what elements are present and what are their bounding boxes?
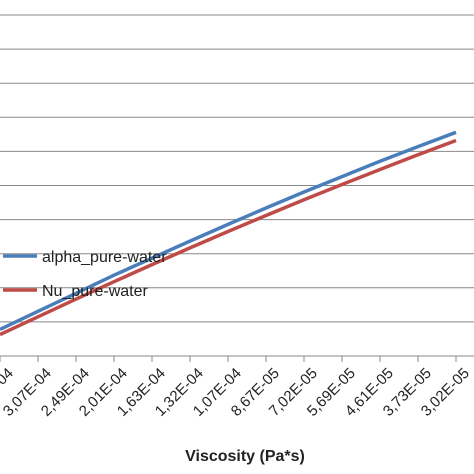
series-line-nu [0, 138, 457, 337]
legend-label-alpha: alpha_pure-water [42, 249, 167, 266]
series-lines [0, 130, 457, 337]
legend-label-nu: Nu_pure-water [42, 283, 149, 300]
x-axis: 3,79E-043,07E-042,49E-042,01E-041,63E-04… [0, 356, 473, 420]
series-line-alpha [0, 130, 457, 331]
x-axis-title: Viscosity (Pa*s) [185, 448, 305, 465]
gridlines [0, 14, 474, 357]
legend: alpha_pure-water Nu_pure-water [3, 249, 167, 300]
